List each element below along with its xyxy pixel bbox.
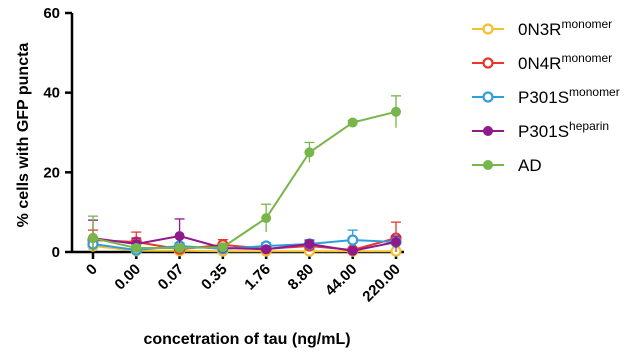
series-line xyxy=(92,239,397,252)
data-point xyxy=(347,117,358,128)
x-tick-label: 8.80 xyxy=(285,261,318,294)
x-tick-label: 0.00 xyxy=(111,261,144,294)
data-point xyxy=(131,243,142,254)
legend-label: P301Sheparin xyxy=(518,119,609,141)
legend-entry: P301Sheparin xyxy=(472,119,609,141)
data-point xyxy=(174,231,185,242)
x-tick-label: 220.00 xyxy=(359,261,403,305)
y-tick-label: 20 xyxy=(43,164,60,181)
legend-marker xyxy=(482,91,494,103)
plot-area xyxy=(87,95,402,257)
y-tick-label: 40 xyxy=(43,85,60,102)
series-line xyxy=(92,235,397,252)
legend-label: P301Smonomer xyxy=(518,85,620,107)
series-line xyxy=(92,110,397,250)
legend-entry: 0N3Rmonomer xyxy=(472,17,612,39)
legend-entry: AD xyxy=(472,156,542,175)
legend-marker xyxy=(482,57,494,69)
data-point xyxy=(261,213,272,224)
x-tick-label: 44.00 xyxy=(322,261,361,300)
data-point xyxy=(261,244,272,255)
series-4 xyxy=(88,95,401,254)
x-tick-label: 0.07 xyxy=(155,261,188,294)
data-point xyxy=(304,147,315,158)
legend-marker xyxy=(483,160,493,170)
legend-label: 0N3Rmonomer xyxy=(518,17,612,39)
data-point xyxy=(174,243,185,254)
legend-entry: 0N4Rmonomer xyxy=(472,51,612,73)
legend-label: 0N4Rmonomer xyxy=(518,51,612,73)
legend-marker xyxy=(482,23,494,35)
data-point xyxy=(304,239,315,250)
legend-marker xyxy=(483,126,493,136)
data-point xyxy=(347,234,359,246)
data-point xyxy=(391,237,401,248)
y-tick-label: 0 xyxy=(52,244,60,261)
x-tick-label: 0.35 xyxy=(198,261,231,294)
legend-entry: P301Smonomer xyxy=(472,85,620,107)
x-tick-label: 0 xyxy=(83,261,101,279)
x-tick-label: 1.76 xyxy=(241,261,274,294)
y-tick-label: 60 xyxy=(43,5,60,22)
x-axis-title: concetration of tau (ng/mL) xyxy=(143,331,350,348)
data-point xyxy=(217,242,228,253)
data-point xyxy=(391,106,401,117)
series-line xyxy=(92,245,396,253)
y-axis-title: % cells with GFP puncta xyxy=(15,43,32,228)
data-point xyxy=(88,233,98,244)
data-point xyxy=(347,245,358,256)
legend: 0N3Rmonomer 0N4Rmonomer P301Smonomer P301Sh… xyxy=(472,17,620,175)
legend-label: AD xyxy=(518,156,542,175)
